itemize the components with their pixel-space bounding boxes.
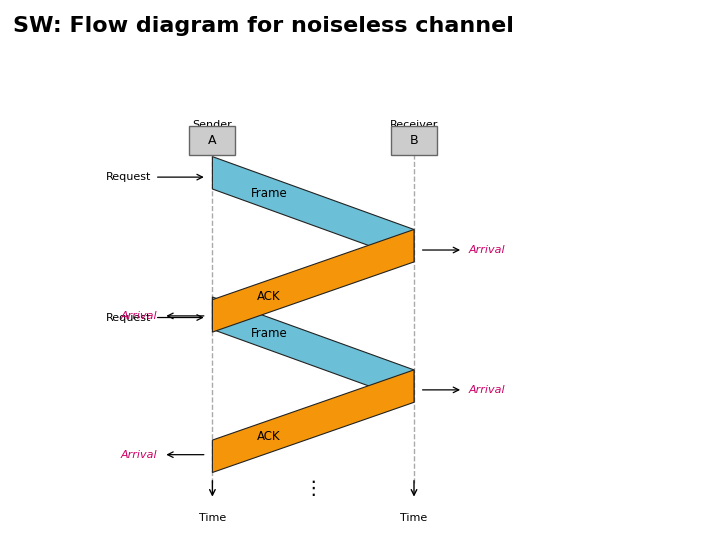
Text: Arrival: Arrival bbox=[121, 450, 158, 460]
Text: ⋮: ⋮ bbox=[303, 479, 323, 498]
Text: B: B bbox=[410, 134, 418, 147]
Text: A: A bbox=[208, 134, 217, 147]
Text: Time: Time bbox=[400, 513, 428, 523]
Text: Frame: Frame bbox=[251, 187, 287, 200]
Text: Request: Request bbox=[106, 313, 151, 322]
FancyBboxPatch shape bbox=[391, 126, 437, 155]
Text: Time: Time bbox=[199, 513, 226, 523]
Text: ACK: ACK bbox=[257, 430, 281, 443]
Text: Frame: Frame bbox=[251, 327, 287, 340]
Polygon shape bbox=[212, 297, 414, 402]
Text: Arrival: Arrival bbox=[469, 245, 505, 255]
Text: SW: Flow diagram for noiseless channel: SW: Flow diagram for noiseless channel bbox=[13, 16, 514, 36]
Polygon shape bbox=[212, 230, 414, 332]
Text: Arrival: Arrival bbox=[121, 311, 158, 321]
FancyBboxPatch shape bbox=[189, 126, 235, 155]
Text: Arrival: Arrival bbox=[469, 385, 505, 395]
Text: Receiver: Receiver bbox=[390, 119, 438, 130]
Text: Request: Request bbox=[106, 172, 151, 182]
Text: Sender: Sender bbox=[192, 119, 233, 130]
Text: ACK: ACK bbox=[257, 290, 281, 303]
Polygon shape bbox=[212, 157, 414, 262]
Polygon shape bbox=[212, 370, 414, 472]
